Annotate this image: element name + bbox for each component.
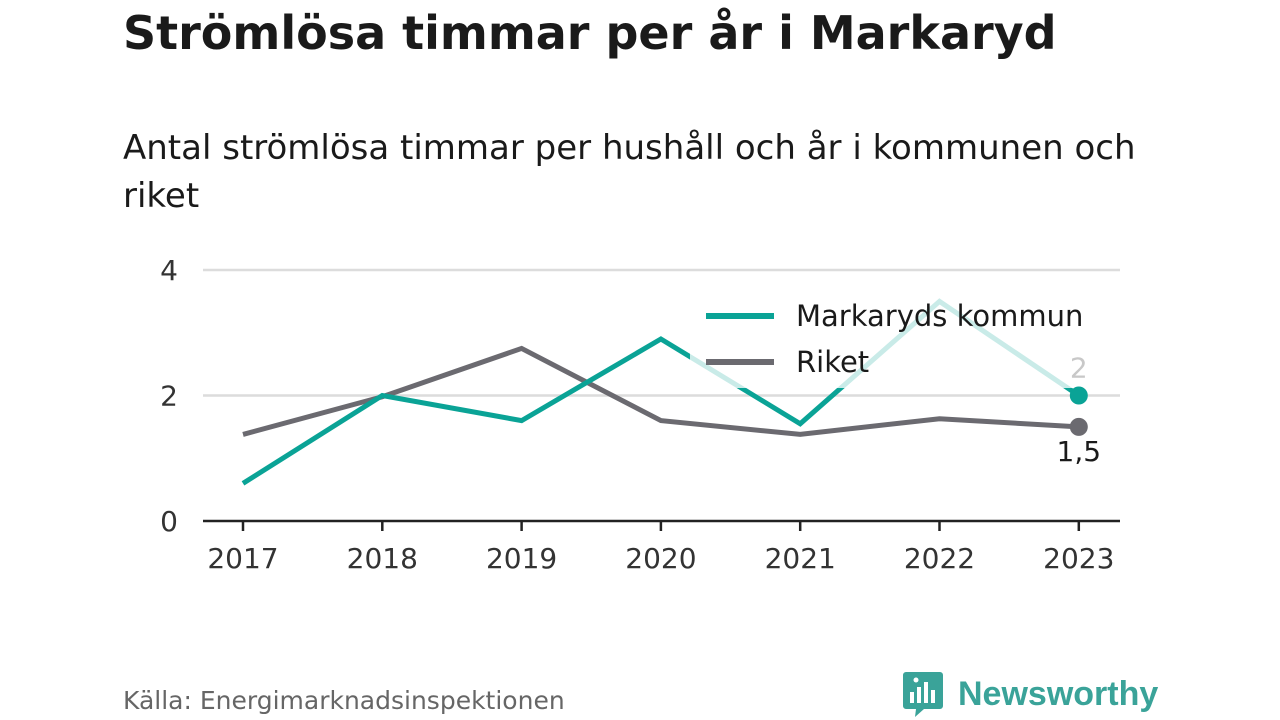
chart-subtitle: Antal strömlösa timmar per hushåll och å… [123,128,1136,216]
x-tick-label: 2017 [207,542,278,575]
end-value-label: 1,5 [1057,435,1102,468]
x-tick-label: 2019 [486,542,557,575]
end-point-marker [1069,417,1088,436]
y-tick-label: 2 [160,380,178,413]
chart-title: Strömlösa timmar per år i Markaryd [123,6,1057,60]
x-tick-label: 2023 [1043,542,1114,575]
end-point-marker [1069,386,1088,405]
legend-backdrop [690,288,1100,388]
logo-wordmark: Newsworthy [958,674,1159,713]
x-tick-label: 2022 [904,542,975,575]
newsworthy-logo: Newsworthy [902,670,1158,718]
x-tick-label: 2021 [765,542,836,575]
x-tick-label: 2018 [347,542,418,575]
y-tick-label: 0 [160,505,178,538]
legend-label: Riket [796,345,869,379]
end-value-label: 2 [1070,352,1088,385]
legend-label: Markaryds kommun [796,299,1083,333]
source-note: Källa: Energimarknadsinspektionen [123,686,565,715]
newsworthy-logo-icon [903,672,943,717]
y-tick-label: 4 [160,254,178,287]
x-tick-label: 2020 [625,542,696,575]
